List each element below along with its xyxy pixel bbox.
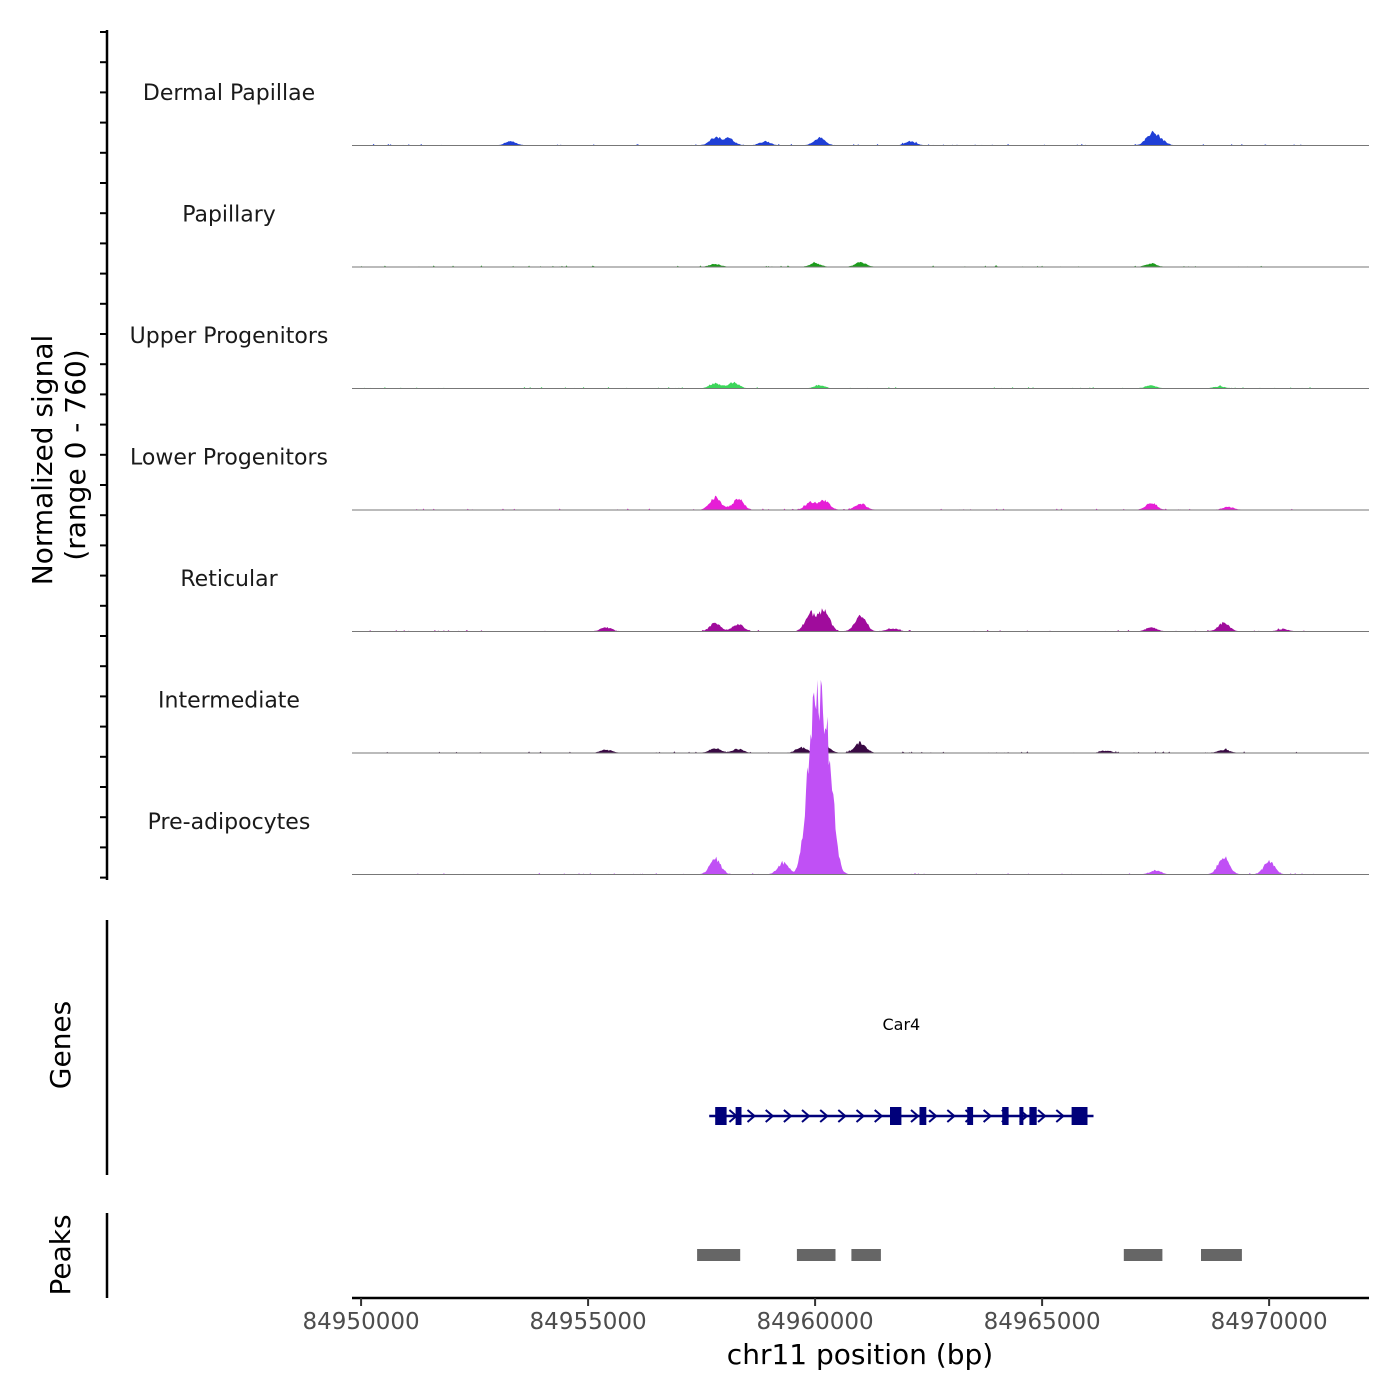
peak-region <box>697 1249 741 1261</box>
exon <box>735 1107 742 1125</box>
exon <box>715 1107 727 1125</box>
exon <box>919 1107 927 1125</box>
x-tick-label: 84955000 <box>530 1309 647 1335</box>
signal-y-ticks <box>100 31 107 879</box>
peak-region <box>1201 1249 1242 1261</box>
track-label: Upper Progenitors <box>130 324 329 349</box>
strand-arrow <box>1037 1109 1047 1123</box>
signal-area <box>361 130 1315 146</box>
strand-arrow <box>946 1109 956 1123</box>
y-axis-range: (range 0 - 760) <box>59 349 92 560</box>
strand-arrow <box>982 1109 993 1123</box>
signal-area <box>361 679 1315 875</box>
gene-label: Car4 <box>882 1015 920 1034</box>
exon <box>1029 1107 1037 1125</box>
peaks-track-title: Peaks <box>44 1214 77 1295</box>
strand-arrow <box>837 1109 847 1123</box>
track-papillary: Papillary <box>182 203 1369 268</box>
peak-region <box>1123 1249 1163 1261</box>
gene-track: Car4 <box>709 1015 1094 1125</box>
exon <box>1002 1107 1009 1125</box>
track-label: Intermediate <box>158 689 300 714</box>
strand-arrow <box>783 1109 793 1123</box>
track-dermal-papillae: Dermal Papillae <box>143 81 1369 146</box>
peak-region <box>851 1249 881 1261</box>
x-tick-label: 84965000 <box>984 1309 1101 1335</box>
track-pre-adipocytes: Pre-adipocytes <box>148 679 1369 875</box>
strand-arrow <box>801 1109 811 1123</box>
strand-arrow <box>928 1109 938 1123</box>
signal-area <box>361 261 1315 267</box>
exon <box>890 1107 902 1125</box>
x-axis-title: chr11 position (bp) <box>727 1338 993 1371</box>
strand-arrow <box>746 1109 757 1123</box>
track-label: Dermal Papillae <box>143 81 315 106</box>
signal-area <box>361 608 1315 632</box>
genes-track-title: Genes <box>44 1001 77 1089</box>
x-tick-label: 84950000 <box>303 1309 420 1335</box>
track-reticular: Reticular <box>180 567 1369 632</box>
exon <box>1071 1107 1088 1125</box>
track-label: Reticular <box>180 567 278 592</box>
gene-car4: Car4 <box>709 1015 1094 1125</box>
strand-arrow <box>874 1109 884 1123</box>
y-axis-title: Normalized signal <box>26 335 59 586</box>
track-lower-progenitors: Lower Progenitors <box>130 446 1369 511</box>
signal-area <box>361 741 1315 753</box>
exon <box>1019 1107 1024 1125</box>
track-label: Pre-adipocytes <box>148 810 311 835</box>
signal-tracks: Dermal Papillae Papillary Upper Progenitor… <box>130 81 1369 875</box>
track-intermediate: Intermediate <box>158 689 1369 754</box>
peak-track <box>697 1249 1242 1261</box>
track-label: Lower Progenitors <box>130 446 328 471</box>
exon <box>967 1107 974 1125</box>
strand-arrow <box>910 1109 920 1123</box>
strand-arrow <box>1055 1109 1065 1123</box>
signal-area <box>361 381 1315 389</box>
strand-arrow <box>765 1109 775 1123</box>
signal-area <box>361 495 1315 510</box>
x-tick-label: 84970000 <box>1211 1309 1328 1335</box>
strand-arrow <box>819 1109 829 1123</box>
track-label: Papillary <box>182 203 276 228</box>
x-axis: 84950000 84955000 84960000 84965000 84970000 <box>303 1298 1328 1335</box>
strand-arrow <box>855 1109 866 1123</box>
track-upper-progenitors: Upper Progenitors <box>130 324 1369 389</box>
peak-region <box>796 1249 836 1261</box>
x-tick-label: 84960000 <box>757 1309 874 1335</box>
